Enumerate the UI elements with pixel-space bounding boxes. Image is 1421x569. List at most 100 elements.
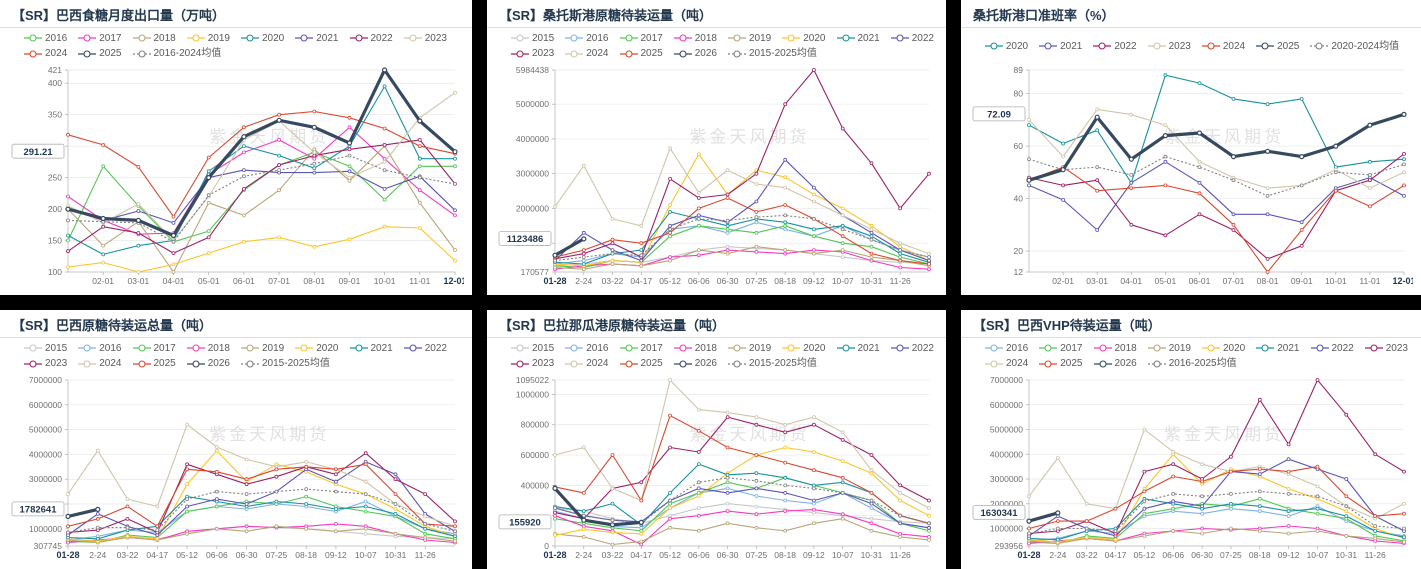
legend-item-2022[interactable]: 2022 [349, 32, 393, 45]
legend-item-2026[interactable]: 2026 [673, 357, 717, 370]
svg-text:04-17: 04-17 [630, 276, 652, 286]
legend-item-2026[interactable]: 2026 [186, 357, 230, 370]
legend-item-2023[interactable]: 2023 [1364, 342, 1408, 355]
legend-item-2022[interactable]: 2022 [890, 342, 934, 355]
legend-item-2016-2025均值[interactable]: 2016-2025均值 [1147, 357, 1237, 370]
legend-item-2019[interactable]: 2019 [186, 32, 230, 45]
legend-item-2017[interactable]: 2017 [619, 342, 663, 355]
legend-item-2023[interactable]: 2023 [511, 357, 554, 370]
legend-item-2024[interactable]: 2024 [565, 357, 609, 370]
title-divider [961, 337, 1421, 338]
legend-item-2016[interactable]: 2016 [985, 342, 1028, 355]
svg-text:03-22: 03-22 [602, 550, 624, 560]
legend-item-2024[interactable]: 2024 [1201, 40, 1245, 53]
axis-highlight-label: 72.09 [972, 106, 1026, 122]
legend-item-2023[interactable]: 2023 [24, 357, 67, 370]
series-marker-icon [241, 34, 259, 42]
legend-item-2021[interactable]: 2021 [349, 342, 393, 355]
legend-item-2015-2025均值[interactable]: 2015-2025均值 [241, 357, 330, 370]
series-marker-icon [1093, 360, 1112, 368]
svg-text:01-28: 01-28 [56, 550, 79, 560]
legend-item-2016[interactable]: 2016 [78, 342, 122, 355]
series-marker-icon [782, 34, 801, 42]
series-marker-icon [511, 360, 529, 368]
svg-text:11-26: 11-26 [415, 550, 436, 560]
legend-item-2023[interactable]: 2023 [403, 32, 447, 45]
legend-item-2026[interactable]: 2026 [1093, 357, 1137, 370]
legend-item-2020[interactable]: 2020 [984, 40, 1028, 53]
legend-item-2017[interactable]: 2017 [619, 32, 663, 45]
legend-item-2020[interactable]: 2020 [782, 342, 826, 355]
legend-item-2019[interactable]: 2019 [241, 342, 284, 355]
svg-text:09-12: 09-12 [325, 550, 347, 560]
legend-item-2024[interactable]: 2024 [985, 357, 1028, 370]
legend-label: 2026 [207, 358, 230, 370]
legend-item-2017[interactable]: 2017 [132, 342, 176, 355]
legend-item-2021[interactable]: 2021 [1039, 40, 1082, 53]
legend-item-2025[interactable]: 2025 [619, 47, 663, 60]
legend-item-2021[interactable]: 2021 [836, 32, 880, 45]
legend-item-2016-2024均值[interactable]: 2016-2024均值 [132, 47, 221, 60]
legend-item-2018[interactable]: 2018 [186, 342, 230, 355]
legend-item-2020[interactable]: 2020 [241, 32, 284, 45]
legend-label: 2016 [586, 32, 609, 44]
legend-item-2024[interactable]: 2024 [78, 357, 122, 370]
legend-label: 2018 [694, 32, 717, 44]
legend-item-2015[interactable]: 2015 [24, 342, 67, 355]
series-marker-icon [619, 50, 638, 58]
legend-item-2025[interactable]: 2025 [78, 47, 122, 60]
legend-label: 2015 [532, 32, 555, 44]
legend-item-2022[interactable]: 2022 [403, 342, 447, 355]
legend-item-2024[interactable]: 2024 [565, 47, 609, 60]
legend-item-2017[interactable]: 2017 [78, 32, 122, 45]
legend-item-2020-2024均值[interactable]: 2020-2024均值 [1310, 40, 1399, 53]
legend-item-2021[interactable]: 2021 [295, 32, 339, 45]
legend-label: 2025 [640, 48, 663, 60]
svg-text:150: 150 [48, 236, 62, 246]
legend-item-2020[interactable]: 2020 [1202, 342, 1245, 355]
line-chart: 89 80 60 40 20 12 02-01 03-01 04-01 05-01 06-01 07-… [972, 65, 1413, 286]
legend-item-2018[interactable]: 2018 [132, 32, 176, 45]
legend-item-2025[interactable]: 2025 [619, 357, 663, 370]
legend-item-2022[interactable]: 2022 [1310, 342, 1354, 355]
title-divider [487, 27, 946, 28]
legend-item-2018[interactable]: 2018 [673, 32, 717, 45]
legend-item-2016[interactable]: 2016 [565, 32, 609, 45]
legend-item-2015-2025均值[interactable]: 2015-2025均值 [728, 357, 817, 370]
series-marker-icon [565, 360, 584, 368]
svg-text:10-31: 10-31 [385, 550, 407, 560]
legend-item-2015[interactable]: 2015 [511, 342, 554, 355]
legend-label: 2016-2025均值 [1168, 358, 1237, 370]
legend-item-2017[interactable]: 2017 [1039, 342, 1083, 355]
series-marker-icon [836, 34, 855, 42]
legend-item-2022[interactable]: 2022 [890, 32, 934, 45]
legend-item-2021[interactable]: 2021 [836, 342, 880, 355]
legend-item-2019[interactable]: 2019 [728, 32, 771, 45]
legend-item-2025[interactable]: 2025 [1256, 40, 1299, 53]
legend-item-2019[interactable]: 2019 [1147, 342, 1191, 355]
legend-item-2016[interactable]: 2016 [24, 32, 67, 45]
series-marker-icon [1202, 344, 1220, 352]
legend-item-2020[interactable]: 2020 [782, 32, 826, 45]
legend-item-2022[interactable]: 2022 [1093, 40, 1137, 53]
legend-item-2015[interactable]: 2015 [511, 32, 554, 45]
legend-item-2019[interactable]: 2019 [728, 342, 771, 355]
legend-item-2025[interactable]: 2025 [132, 357, 176, 370]
legend-item-2026[interactable]: 2026 [673, 47, 717, 60]
svg-text:06-06: 06-06 [1162, 550, 1184, 560]
svg-text:6000000: 6000000 [990, 400, 1023, 410]
legend-item-2020[interactable]: 2020 [295, 342, 339, 355]
legend-item-2023[interactable]: 2023 [511, 47, 554, 60]
legend-item-2018[interactable]: 2018 [1093, 342, 1137, 355]
legend-label: 2017 [99, 32, 122, 44]
legend-item-2018[interactable]: 2018 [673, 342, 717, 355]
legend-label: 2015 [45, 342, 68, 354]
svg-text:89: 89 [1014, 65, 1024, 75]
legend-item-2025[interactable]: 2025 [1039, 357, 1083, 370]
legend-item-2015-2025均值[interactable]: 2015-2025均值 [728, 47, 817, 60]
svg-text:72.09: 72.09 [987, 110, 1011, 121]
legend-item-2021[interactable]: 2021 [1256, 342, 1300, 355]
legend-item-2024[interactable]: 2024 [24, 47, 67, 60]
legend-item-2023[interactable]: 2023 [1147, 40, 1191, 53]
legend-item-2016[interactable]: 2016 [565, 342, 609, 355]
